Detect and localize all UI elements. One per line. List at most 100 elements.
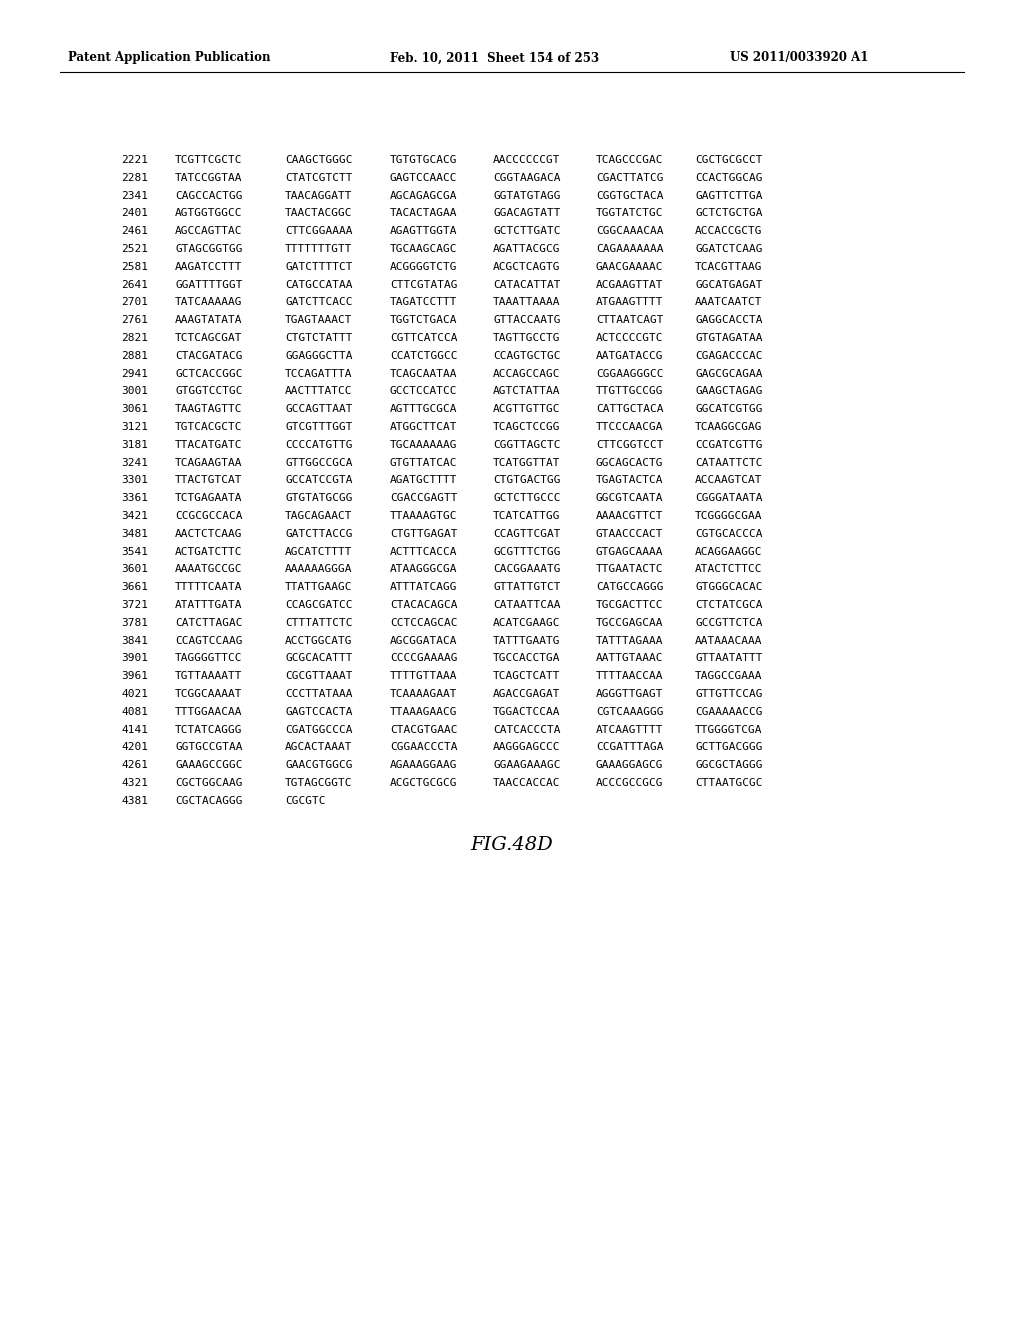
Text: AGTCTATTAA: AGTCTATTAA bbox=[493, 387, 560, 396]
Text: 2881: 2881 bbox=[121, 351, 148, 360]
Text: TGGTCTGACA: TGGTCTGACA bbox=[390, 315, 458, 325]
Text: ACCAAGTCAT: ACCAAGTCAT bbox=[695, 475, 763, 486]
Text: TCAGAAGTAA: TCAGAAGTAA bbox=[175, 458, 243, 467]
Text: CTGTTGAGAT: CTGTTGAGAT bbox=[390, 529, 458, 539]
Text: CTTAATGCGC: CTTAATGCGC bbox=[695, 777, 763, 788]
Text: TGGACTCCAA: TGGACTCCAA bbox=[493, 706, 560, 717]
Text: CCAGTCCAAG: CCAGTCCAAG bbox=[175, 636, 243, 645]
Text: 3661: 3661 bbox=[121, 582, 148, 593]
Text: TAACTACGGC: TAACTACGGC bbox=[285, 209, 352, 218]
Text: CATGCCATAA: CATGCCATAA bbox=[285, 280, 352, 289]
Text: CAGCCACTGG: CAGCCACTGG bbox=[175, 190, 243, 201]
Text: AATAAACAAA: AATAAACAAA bbox=[695, 636, 763, 645]
Text: 4201: 4201 bbox=[121, 742, 148, 752]
Text: CGTCAAAGGG: CGTCAAAGGG bbox=[596, 706, 664, 717]
Text: ACGAAGTTAT: ACGAAGTTAT bbox=[596, 280, 664, 289]
Text: CCCTTATAAA: CCCTTATAAA bbox=[285, 689, 352, 700]
Text: CAGAAAAAAA: CAGAAAAAAA bbox=[596, 244, 664, 253]
Text: 3481: 3481 bbox=[121, 529, 148, 539]
Text: CGGGATAATA: CGGGATAATA bbox=[695, 494, 763, 503]
Text: GGCAGCACTG: GGCAGCACTG bbox=[596, 458, 664, 467]
Text: CCCCGAAAAG: CCCCGAAAAG bbox=[390, 653, 458, 664]
Text: TTCCCAACGA: TTCCCAACGA bbox=[596, 422, 664, 432]
Text: TTTTTCAATA: TTTTTCAATA bbox=[175, 582, 243, 593]
Text: 2281: 2281 bbox=[121, 173, 148, 182]
Text: TAACCACCAC: TAACCACCAC bbox=[493, 777, 560, 788]
Text: 2341: 2341 bbox=[121, 190, 148, 201]
Text: GGCATGAGAT: GGCATGAGAT bbox=[695, 280, 763, 289]
Text: ATACTCTTCC: ATACTCTTCC bbox=[695, 565, 763, 574]
Text: TCGTTCGCTC: TCGTTCGCTC bbox=[175, 154, 243, 165]
Text: TTAAAGAACG: TTAAAGAACG bbox=[390, 706, 458, 717]
Text: GGAAGAAAGC: GGAAGAAAGC bbox=[493, 760, 560, 770]
Text: GGACAGTATT: GGACAGTATT bbox=[493, 209, 560, 218]
Text: TCAGCTCATT: TCAGCTCATT bbox=[493, 671, 560, 681]
Text: GTGGGCACAC: GTGGGCACAC bbox=[695, 582, 763, 593]
Text: CCAGTGCTGC: CCAGTGCTGC bbox=[493, 351, 560, 360]
Text: ATAAGGGCGA: ATAAGGGCGA bbox=[390, 565, 458, 574]
Text: TCAAAAGAAT: TCAAAAGAAT bbox=[390, 689, 458, 700]
Text: ATCAAGTTTT: ATCAAGTTTT bbox=[596, 725, 664, 735]
Text: GATCTTCACC: GATCTTCACC bbox=[285, 297, 352, 308]
Text: TAACAGGATT: TAACAGGATT bbox=[285, 190, 352, 201]
Text: CCGCGCCACA: CCGCGCCACA bbox=[175, 511, 243, 521]
Text: CGCTACAGGG: CGCTACAGGG bbox=[175, 796, 243, 805]
Text: CGATGGCCCA: CGATGGCCCA bbox=[285, 725, 352, 735]
Text: CCAGCGATCC: CCAGCGATCC bbox=[285, 601, 352, 610]
Text: GGATCTCAAG: GGATCTCAAG bbox=[695, 244, 763, 253]
Text: TCATGGTTAT: TCATGGTTAT bbox=[493, 458, 560, 467]
Text: AACTCTCAAG: AACTCTCAAG bbox=[175, 529, 243, 539]
Text: CGCGTC: CGCGTC bbox=[285, 796, 326, 805]
Text: 3061: 3061 bbox=[121, 404, 148, 414]
Text: TTTGGAACAA: TTTGGAACAA bbox=[175, 706, 243, 717]
Text: AGCAGAGCGA: AGCAGAGCGA bbox=[390, 190, 458, 201]
Text: CATACATTAT: CATACATTAT bbox=[493, 280, 560, 289]
Text: TGAGTACTCA: TGAGTACTCA bbox=[596, 475, 664, 486]
Text: TAAATTAAAA: TAAATTAAAA bbox=[493, 297, 560, 308]
Text: AAGATCCTTT: AAGATCCTTT bbox=[175, 261, 243, 272]
Text: TCCAGATTTA: TCCAGATTTA bbox=[285, 368, 352, 379]
Text: TTTTTTTGTT: TTTTTTTGTT bbox=[285, 244, 352, 253]
Text: AAAATGCCGC: AAAATGCCGC bbox=[175, 565, 243, 574]
Text: GCCAGTTAAT: GCCAGTTAAT bbox=[285, 404, 352, 414]
Text: Feb. 10, 2011  Sheet 154 of 253: Feb. 10, 2011 Sheet 154 of 253 bbox=[390, 51, 599, 65]
Text: CGGCAAACAA: CGGCAAACAA bbox=[596, 226, 664, 236]
Text: AATTGTAAAC: AATTGTAAAC bbox=[596, 653, 664, 664]
Text: CGCTGCGCCT: CGCTGCGCCT bbox=[695, 154, 763, 165]
Text: GTCGTTTGGT: GTCGTTTGGT bbox=[285, 422, 352, 432]
Text: GTAACCCACT: GTAACCCACT bbox=[596, 529, 664, 539]
Text: GAGTTCTTGA: GAGTTCTTGA bbox=[695, 190, 763, 201]
Text: ACCACCGCTG: ACCACCGCTG bbox=[695, 226, 763, 236]
Text: ACGCTGCGCG: ACGCTGCGCG bbox=[390, 777, 458, 788]
Text: GAACGAAAAC: GAACGAAAAC bbox=[596, 261, 664, 272]
Text: AAAAAAGGGA: AAAAAAGGGA bbox=[285, 565, 352, 574]
Text: TTTTGTTAAA: TTTTGTTAAA bbox=[390, 671, 458, 681]
Text: 4141: 4141 bbox=[121, 725, 148, 735]
Text: TAAGTAGTTC: TAAGTAGTTC bbox=[175, 404, 243, 414]
Text: CCTCCAGCAC: CCTCCAGCAC bbox=[390, 618, 458, 628]
Text: AGCGGATACA: AGCGGATACA bbox=[390, 636, 458, 645]
Text: 3541: 3541 bbox=[121, 546, 148, 557]
Text: TGGTATCTGC: TGGTATCTGC bbox=[596, 209, 664, 218]
Text: CGACTTATCG: CGACTTATCG bbox=[596, 173, 664, 182]
Text: GTTGGCCGCA: GTTGGCCGCA bbox=[285, 458, 352, 467]
Text: CTTCGTATAG: CTTCGTATAG bbox=[390, 280, 458, 289]
Text: GATCTTTTCT: GATCTTTTCT bbox=[285, 261, 352, 272]
Text: 2401: 2401 bbox=[121, 209, 148, 218]
Text: TACACTAGAA: TACACTAGAA bbox=[390, 209, 458, 218]
Text: CGCTGGCAAG: CGCTGGCAAG bbox=[175, 777, 243, 788]
Text: CTATCGTCTT: CTATCGTCTT bbox=[285, 173, 352, 182]
Text: AAATCAATCT: AAATCAATCT bbox=[695, 297, 763, 308]
Text: GGCGCTAGGG: GGCGCTAGGG bbox=[695, 760, 763, 770]
Text: CCGATCGTTG: CCGATCGTTG bbox=[695, 440, 763, 450]
Text: 3961: 3961 bbox=[121, 671, 148, 681]
Text: CGGTAAGACA: CGGTAAGACA bbox=[493, 173, 560, 182]
Text: AACCCCCCGT: AACCCCCCGT bbox=[493, 154, 560, 165]
Text: GAGTCCAACC: GAGTCCAACC bbox=[390, 173, 458, 182]
Text: GGTATGTAGG: GGTATGTAGG bbox=[493, 190, 560, 201]
Text: TCAGCAATAA: TCAGCAATAA bbox=[390, 368, 458, 379]
Text: TAGGGGTTCC: TAGGGGTTCC bbox=[175, 653, 243, 664]
Text: CCATCTGGCC: CCATCTGGCC bbox=[390, 351, 458, 360]
Text: CCACTGGCAG: CCACTGGCAG bbox=[695, 173, 763, 182]
Text: AGCATCTTTT: AGCATCTTTT bbox=[285, 546, 352, 557]
